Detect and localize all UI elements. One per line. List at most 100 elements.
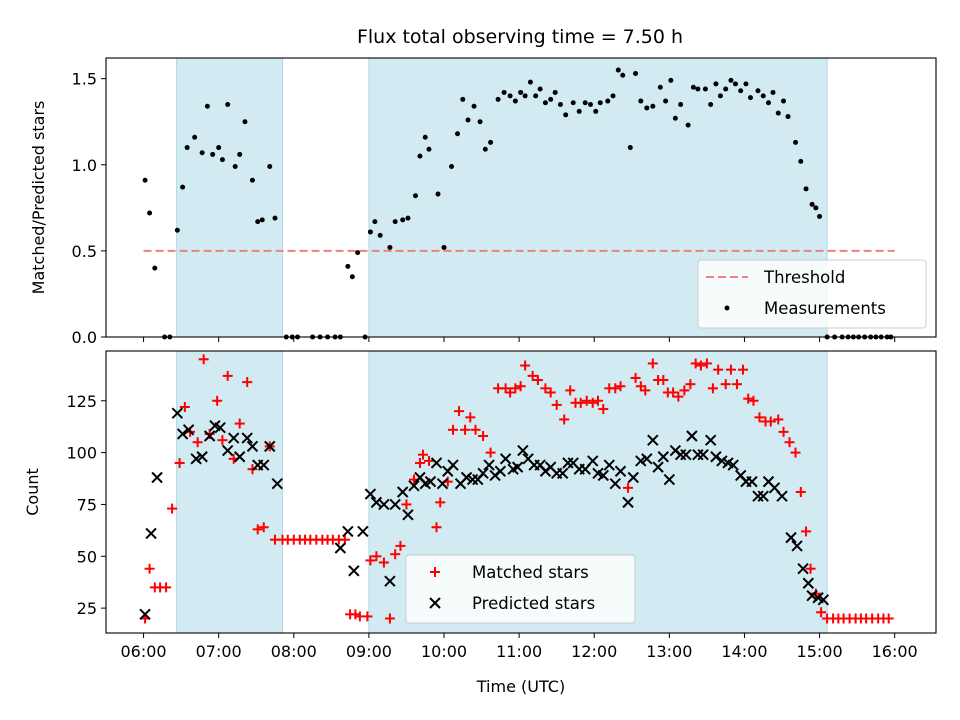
- predicted-star-point: [447, 459, 459, 471]
- matched-star-point: [685, 379, 696, 390]
- matched-star-point: [470, 424, 481, 435]
- measurement-point: [747, 95, 753, 101]
- measurement-point: [587, 102, 593, 107]
- matched-star-point: [565, 385, 576, 396]
- measurement-point: [785, 114, 791, 120]
- measurement-point: [775, 110, 781, 116]
- predicted-star-point: [727, 459, 739, 471]
- bottom-legend: Matched stars Predicted stars: [405, 554, 636, 624]
- measurement-point: [708, 102, 714, 107]
- matched-star-point: [485, 447, 496, 458]
- predicted-star-point: [151, 471, 163, 484]
- matched-star-point: [810, 588, 821, 599]
- measurement-point: [349, 274, 355, 280]
- matched-star-point: [540, 383, 551, 394]
- measurement-point: [249, 177, 255, 183]
- measurement-point: [615, 67, 621, 73]
- bottom-y-ticks: 25 50 75 100 125: [66, 392, 106, 618]
- predicted-star-point: [680, 448, 692, 461]
- top-measurement-points: [142, 67, 894, 340]
- measurement-point: [522, 93, 528, 99]
- predicted-star-point: [430, 457, 443, 469]
- predicted-star-point: [424, 475, 437, 488]
- measurement-point: [743, 81, 749, 87]
- y-tick-label: 125: [66, 392, 97, 411]
- predicted-star-point: [603, 459, 615, 471]
- measurement-point: [259, 217, 265, 223]
- matched-star-point: [378, 557, 389, 568]
- predicted-star-point: [657, 451, 670, 463]
- predicted-star-point: [460, 471, 473, 484]
- matched-star-point: [707, 383, 718, 394]
- x-tick-label: 16:00: [872, 642, 918, 661]
- measurement-point: [142, 177, 148, 183]
- matched-star-point: [401, 499, 412, 510]
- top-legend: Threshold Measurements: [697, 259, 927, 329]
- predicted-star-point: [716, 455, 728, 467]
- matched-star-point: [234, 418, 245, 429]
- predicted-star-point: [635, 455, 647, 467]
- matched-star-point: [545, 387, 556, 398]
- measurement-point: [770, 89, 776, 95]
- top-y-ticks: 0.0 0.5 1.0 1.5: [72, 70, 106, 347]
- matched-star-point: [615, 381, 626, 392]
- measurement-point: [657, 84, 663, 90]
- measurement-point: [717, 93, 723, 99]
- predicted-star-point: [233, 451, 246, 463]
- matched-star-point: [384, 613, 395, 624]
- x-axis-label: Time (UTC): [476, 677, 565, 696]
- predicted-star-point: [221, 444, 234, 457]
- predicted-star-point: [145, 527, 157, 540]
- matched-star-point: [773, 414, 784, 425]
- matched-star-point: [640, 385, 651, 396]
- matched-star-point: [725, 364, 736, 375]
- measurement-point: [518, 89, 524, 95]
- matched-star-point: [510, 383, 521, 394]
- measurement-point: [781, 98, 787, 104]
- measurement-point: [644, 105, 650, 111]
- matched-star-point: [575, 397, 586, 408]
- legend-predicted-swatch: [429, 597, 441, 609]
- legend-measurement-swatch: [724, 305, 730, 311]
- predicted-star-point: [609, 477, 621, 490]
- y-tick-label: 0.0: [72, 328, 97, 347]
- legend-matched-label: Matched stars: [472, 563, 589, 582]
- predicted-star-point: [384, 575, 396, 587]
- measurement-point: [471, 103, 477, 109]
- matched-star-point: [795, 487, 806, 497]
- measurement-point: [593, 108, 599, 114]
- y-tick-label: 100: [66, 444, 97, 463]
- measurement-point: [377, 232, 383, 238]
- measurement-point: [387, 244, 393, 250]
- measurement-point: [627, 145, 633, 151]
- measurement-point: [728, 77, 734, 83]
- matched-star-point: [559, 414, 570, 425]
- matched-star-point: [883, 613, 894, 624]
- predicted-star-point: [477, 467, 489, 480]
- matched-star-point: [350, 609, 361, 620]
- predicted-star-point: [408, 480, 420, 492]
- matched-star-point: [581, 395, 592, 406]
- observing-window-band: [176, 350, 284, 634]
- predicted-star-point: [357, 525, 369, 538]
- matched-star-point: [371, 551, 382, 562]
- measurement-point: [345, 263, 351, 269]
- measurement-point: [542, 100, 548, 106]
- bottom-chart: 06:00 07:00 08:00 09:00 10:00 11:00 12:00 13:00…: [23, 350, 937, 696]
- predicted-star-point: [627, 471, 640, 484]
- predicted-star-point: [614, 465, 627, 477]
- matched-star-point: [362, 611, 373, 622]
- matched-star-point: [816, 607, 827, 618]
- matched-star-point: [520, 360, 531, 371]
- measurement-point: [668, 77, 674, 83]
- predicted-star-point: [785, 531, 797, 544]
- observing-window-band: [176, 57, 284, 338]
- matched-star-point: [222, 370, 233, 381]
- measurement-point: [793, 139, 799, 145]
- matched-star-point: [417, 449, 428, 460]
- predicted-star-point: [704, 434, 717, 446]
- predicted-star-point: [494, 465, 507, 477]
- matched-star-point: [431, 522, 442, 533]
- matched-star-point: [478, 431, 489, 442]
- bottom-x-ticks: 06:00 07:00 08:00 09:00 10:00 11:00 12:00 13:00…: [121, 633, 918, 661]
